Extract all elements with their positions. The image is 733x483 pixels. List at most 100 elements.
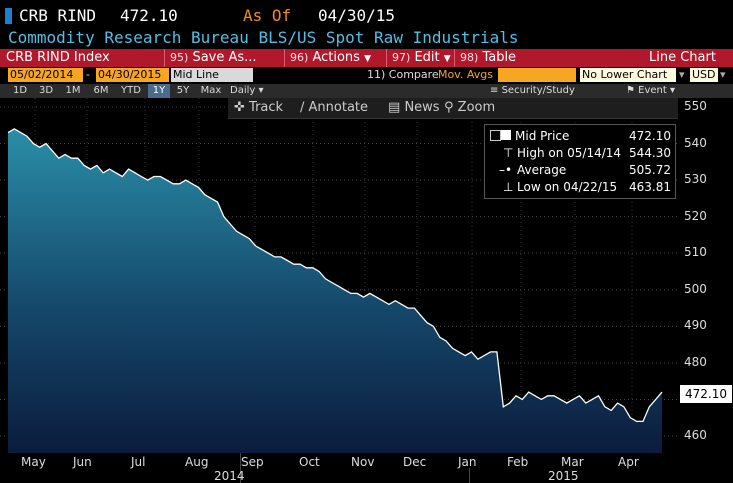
asof-label: As Of: [243, 6, 292, 25]
annotate-tool[interactable]: ∕ Annotate: [300, 100, 368, 116]
legend-row-mid-price: Mid Price 472.10: [485, 129, 675, 145]
legend-value: 505.72: [629, 163, 671, 177]
edit-label: Edit: [414, 50, 440, 65]
compare-label: Compare: [388, 68, 439, 81]
legend-label: Low on 04/22/15: [517, 180, 618, 194]
menu-bar: CRB RIND Index 95) Save As... 96) Action…: [0, 49, 733, 67]
y-tick-label: 490: [684, 318, 707, 333]
x-year-label: 2015: [548, 469, 579, 483]
high-marker-icon: ⊤: [503, 146, 514, 160]
x-month-label: May: [21, 455, 46, 469]
range-button-6m[interactable]: 6M: [93, 85, 109, 96]
table-label: Table: [482, 50, 517, 65]
y-tick-label: 460: [684, 428, 707, 442]
track-tool[interactable]: ✜ Track: [234, 100, 283, 116]
chevron-down-icon: ▼: [364, 54, 371, 64]
menu-divider: [284, 49, 285, 67]
range-button-max[interactable]: Max: [200, 85, 222, 96]
chart-type-label: Line Chart: [649, 50, 716, 65]
y-tick-label: 480: [684, 354, 707, 369]
lower-chart-select[interactable]: No Lower Chart: [580, 68, 676, 82]
compare-dropdown-fill[interactable]: [498, 68, 576, 82]
legend-value: 463.81: [629, 180, 671, 194]
average-marker-icon: –•: [499, 163, 513, 177]
start-date-field[interactable]: 05/02/2014: [8, 68, 83, 82]
x-year-label: 2014: [214, 469, 245, 483]
price-chart[interactable]: [0, 98, 678, 453]
save-as-button[interactable]: 95) Save As...: [170, 49, 257, 67]
asof-date[interactable]: 04/30/15: [318, 6, 396, 25]
range-button-1y[interactable]: 1Y: [148, 84, 170, 98]
compare-shortcut: 11): [367, 68, 386, 81]
chevron-down-icon[interactable]: ▾: [720, 68, 726, 81]
title-marker: [5, 8, 12, 24]
y-tick-label: 520: [684, 208, 707, 223]
legend-swatch: [501, 130, 511, 140]
news-tool[interactable]: ▤ News: [388, 100, 440, 116]
legend-value: 472.10: [629, 129, 671, 143]
year-divider: [240, 453, 241, 483]
x-month-label: Nov: [351, 455, 375, 469]
legend-label: Average: [517, 163, 567, 177]
magnifier-icon: ⚲: [444, 100, 454, 115]
x-month-label: Dec: [403, 455, 427, 469]
zoom-label: Zoom: [457, 100, 496, 115]
compare-button[interactable]: 11) Compare: [367, 68, 439, 82]
date-range-separator: -: [86, 68, 90, 81]
save-as-shortcut: 95): [170, 51, 189, 64]
year-divider: [469, 468, 470, 483]
end-date-field[interactable]: 04/30/2015: [96, 68, 169, 82]
line-type-select[interactable]: Mid Line: [171, 68, 253, 82]
table-shortcut: 98): [460, 51, 479, 64]
range-button-1d[interactable]: 1D: [12, 85, 28, 96]
crosshair-icon: ✜: [234, 100, 245, 115]
checkbox-icon[interactable]: [490, 130, 501, 141]
range-button-ytd[interactable]: YTD: [121, 85, 141, 96]
y-tick-label: 550: [684, 99, 707, 113]
zoom-tool[interactable]: ⚲ Zoom: [444, 100, 495, 116]
chart-legend[interactable]: Mid Price 472.10 ⊤ High on 05/14/14 544.…: [484, 124, 676, 199]
x-month-label: Jun: [73, 455, 92, 469]
news-icon: ▤: [388, 100, 401, 115]
chevron-down-icon: ▼: [443, 54, 451, 64]
low-marker-icon: ⊥: [503, 180, 514, 194]
y-tick-label: 510: [684, 245, 707, 260]
compare-value[interactable]: Mov. Avgs: [438, 68, 493, 81]
title-bar: CRB RIND 472.10 As Of 04/30/15: [0, 0, 733, 28]
chevron-down-icon: ▾: [670, 85, 676, 96]
table-button[interactable]: 98) Table: [460, 49, 516, 67]
x-month-label: Aug: [185, 455, 209, 469]
event-label: Event: [638, 85, 667, 96]
event-button[interactable]: ⚑ Event ▾: [626, 84, 686, 98]
x-axis: [0, 453, 733, 483]
x-month-label: Jan: [458, 455, 477, 469]
currency-select[interactable]: USD: [690, 68, 718, 82]
x-month-label: Oct: [299, 455, 320, 469]
security-study-label: Security/Study: [501, 85, 575, 96]
legend-label: High on 05/14/14: [517, 146, 622, 160]
edit-shortcut: 97): [392, 51, 411, 64]
legend-row-average: –• Average 505.72: [485, 163, 675, 179]
range-button-5y[interactable]: 5Y: [176, 85, 190, 96]
actions-label: Actions: [312, 50, 360, 65]
legend-row-high: ⊤ High on 05/14/14 544.30: [485, 146, 675, 162]
range-button-1m[interactable]: 1M: [65, 85, 81, 96]
currency-value: USD: [692, 68, 716, 81]
security-study-button[interactable]: ≡ Security/Study: [490, 84, 600, 98]
y-tick-label: 530: [684, 172, 707, 187]
annotate-label: Annotate: [308, 100, 369, 115]
chevron-down-icon: ▾: [258, 85, 264, 96]
line-type-value: Mid Line: [173, 68, 219, 81]
security-description: Commodity Research Bureau BLS/US Spot Ra…: [8, 28, 519, 47]
edit-menu[interactable]: 97) Edit ▼: [392, 49, 451, 67]
frequency-select[interactable]: Daily ▾: [230, 84, 278, 98]
actions-menu[interactable]: 96) Actions ▼: [290, 49, 371, 67]
x-month-label: Mar: [561, 455, 584, 469]
menu-divider: [386, 49, 387, 67]
controls-bar: 05/02/2014 - 04/30/2015 Mid Line 11) Com…: [0, 67, 733, 84]
lower-chart-value: No Lower Chart: [582, 68, 668, 81]
range-button-3d[interactable]: 3D: [38, 85, 54, 96]
chevron-down-icon[interactable]: ▾: [679, 68, 685, 81]
actions-shortcut: 96): [290, 51, 309, 64]
legend-value: 544.30: [629, 146, 671, 160]
